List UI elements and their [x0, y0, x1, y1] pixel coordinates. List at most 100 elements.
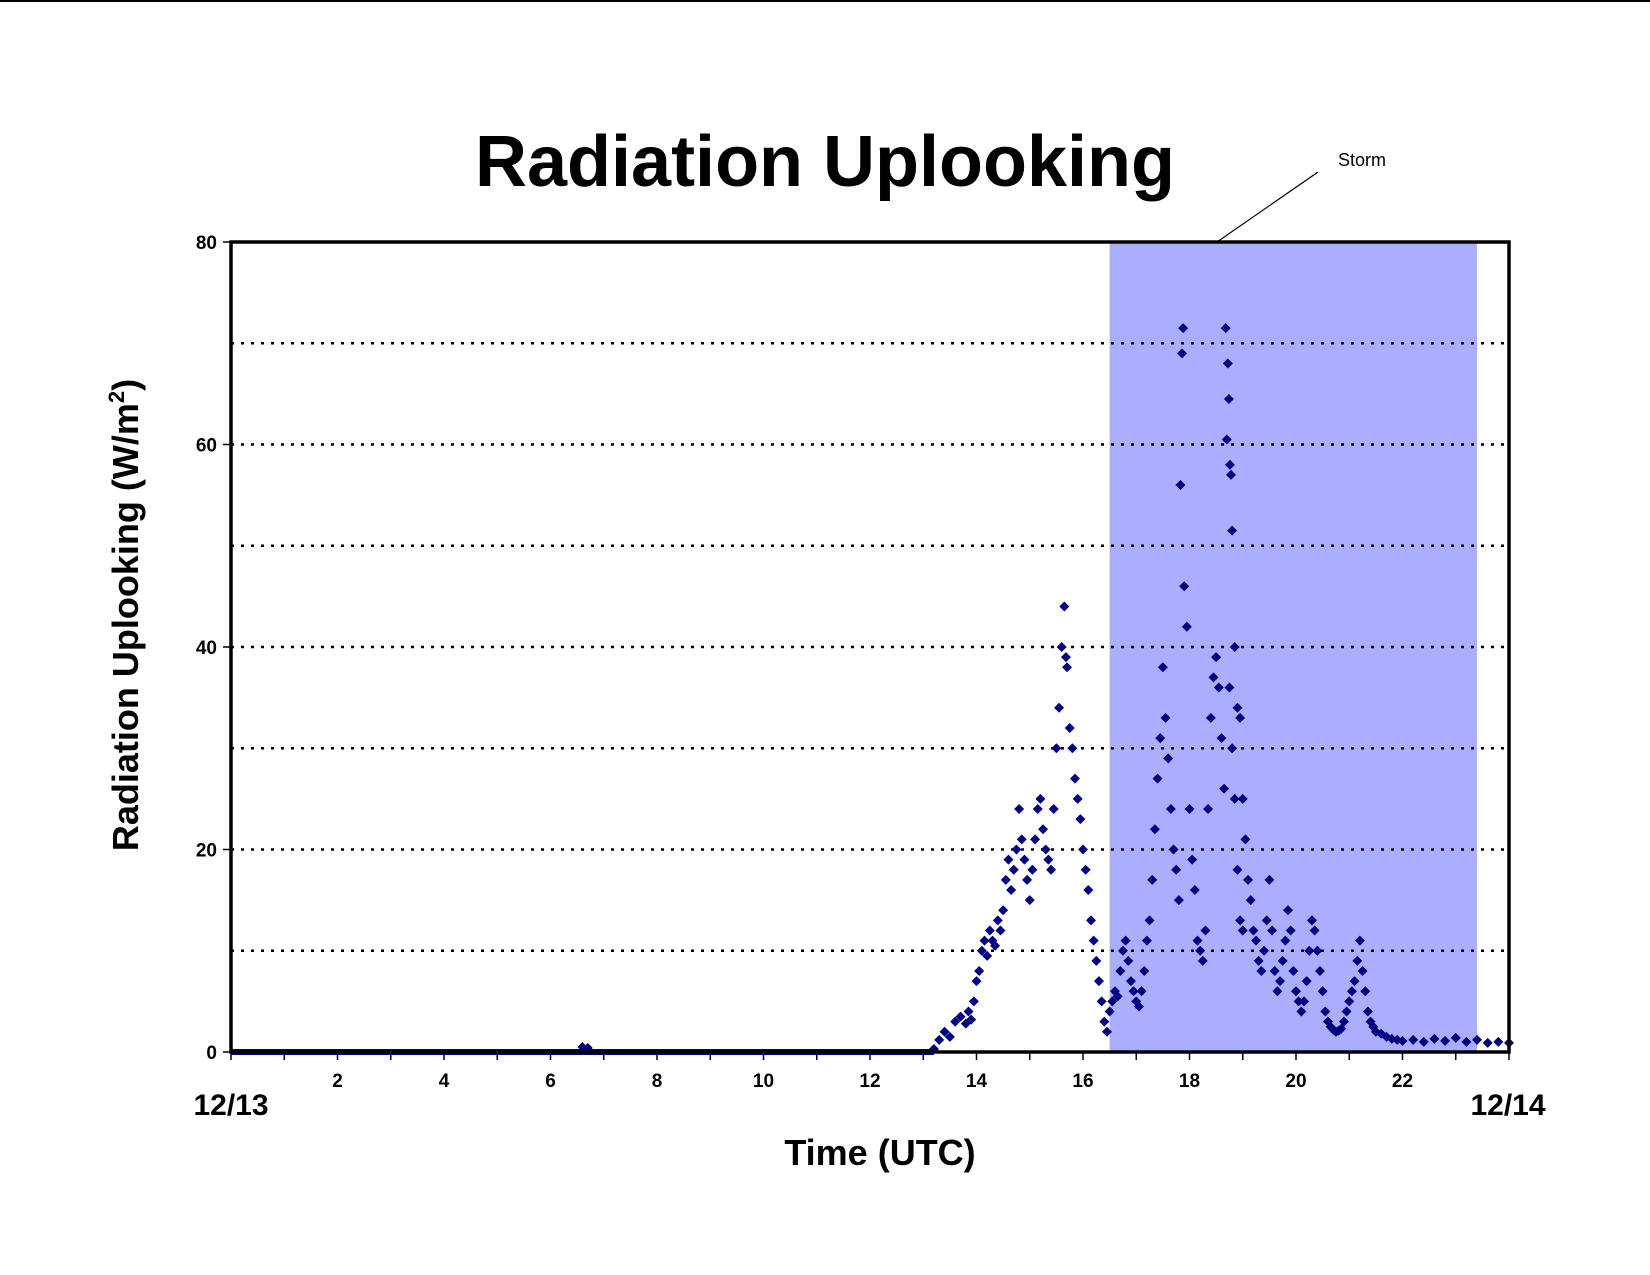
data-point: [1338, 1016, 1349, 1027]
data-point: [1283, 905, 1294, 916]
x-tick-label: 12: [859, 1071, 880, 1092]
data-point: [950, 1016, 961, 1027]
data-point: [1171, 864, 1182, 875]
data-point: [1067, 743, 1078, 754]
data-point: [1272, 986, 1283, 997]
data-point: [1014, 804, 1025, 814]
data-point: [1032, 804, 1043, 814]
data-point: [966, 1014, 977, 1025]
data-point: [1075, 814, 1086, 825]
data-point: [1301, 976, 1312, 987]
data-point: [1344, 996, 1355, 1007]
data-point: [1181, 621, 1192, 632]
data-point: [1008, 864, 1019, 875]
data-point: [1237, 793, 1248, 804]
data-point: [1221, 434, 1232, 445]
data-point: [1216, 733, 1227, 744]
y-tick-label: 60: [196, 436, 217, 457]
data-point: [1179, 581, 1190, 592]
data-point: [1078, 844, 1088, 855]
data-point: [1175, 480, 1186, 490]
data-point: [1125, 976, 1136, 987]
x-tick-labels: 2 4 6 8 10 12 14 16 18 20 22: [332, 1071, 1413, 1092]
data-point: [1408, 1034, 1419, 1045]
data-point: [1472, 1034, 1483, 1045]
data-point: [1024, 895, 1035, 906]
data-point: [1120, 935, 1131, 946]
data-point: [1141, 935, 1152, 946]
data-point: [1083, 885, 1094, 895]
data-point: [1291, 986, 1301, 997]
data-point: [934, 1034, 945, 1045]
data-point: [1243, 874, 1254, 885]
data-point: [1059, 601, 1070, 612]
data-point: [1285, 925, 1296, 936]
data-point: [1493, 1036, 1504, 1047]
data-point: [1227, 525, 1238, 536]
data-point: [1235, 712, 1246, 723]
data-point: [1482, 1037, 1493, 1048]
data-point: [1187, 854, 1198, 865]
y-axis-title: Radiation Uplooking (W/m2): [104, 379, 146, 851]
data-point: [1229, 793, 1240, 804]
data-point: [1211, 652, 1222, 663]
data-point: [1461, 1036, 1472, 1047]
y-axis-title-superscript: 2: [104, 391, 129, 403]
data-point: [1043, 854, 1054, 865]
x-tick-label: 2: [332, 1071, 343, 1092]
data-point: [1022, 874, 1033, 885]
data-point: [1213, 682, 1224, 693]
data-point: [1240, 834, 1251, 845]
data-point: [1275, 976, 1286, 987]
data-point: [976, 945, 987, 956]
data-point: [1163, 753, 1174, 764]
data-point: [1133, 1001, 1144, 1012]
data-point: [1177, 348, 1188, 359]
data-point: [1219, 783, 1230, 794]
data-point: [1264, 874, 1275, 885]
top-border-line: [0, 0, 1650, 2]
data-point: [1205, 712, 1216, 723]
data-point: [1362, 1006, 1373, 1017]
data-point: [1099, 1016, 1110, 1027]
data-point: [1360, 986, 1371, 997]
data-point: [1200, 925, 1211, 936]
data-point: [1035, 793, 1046, 804]
storm-callout-line: [1216, 171, 1319, 243]
data-point: [1123, 955, 1134, 966]
data-point: [1016, 834, 1027, 845]
data-point: [1195, 945, 1206, 956]
x-tick-label: 6: [545, 1071, 556, 1092]
data-point: [1085, 915, 1096, 926]
data-point: [1165, 804, 1176, 814]
data-point: [1293, 996, 1304, 1007]
data-point: [1237, 925, 1248, 936]
plot-area: [229, 240, 1514, 1060]
data-point: [1160, 712, 1171, 723]
data-point: [1189, 885, 1200, 895]
data-point: [1226, 469, 1237, 480]
data-point: [1038, 824, 1049, 835]
data-point: [1450, 1032, 1461, 1043]
data-point: [1040, 844, 1051, 855]
data-point: [1341, 1006, 1352, 1017]
data-point: [1006, 885, 1017, 895]
data-point: [1256, 966, 1267, 976]
x-tick-label: 16: [1072, 1071, 1093, 1092]
data-point: [1149, 824, 1160, 835]
data-point: [1072, 793, 1083, 804]
data-point: [1309, 925, 1320, 936]
data-point: [1203, 804, 1214, 814]
data-point: [1046, 864, 1057, 875]
y-tick-label: 40: [196, 638, 217, 659]
data-point: [1304, 945, 1315, 956]
data-point: [1269, 966, 1280, 976]
data-point: [1223, 393, 1234, 404]
data-point: [1312, 945, 1323, 956]
data-point: [1248, 925, 1259, 936]
data-point: [1054, 702, 1065, 713]
data-point: [1168, 844, 1179, 855]
x-axis-title: Time (UTC): [784, 1132, 975, 1173]
data-point: [984, 925, 995, 936]
